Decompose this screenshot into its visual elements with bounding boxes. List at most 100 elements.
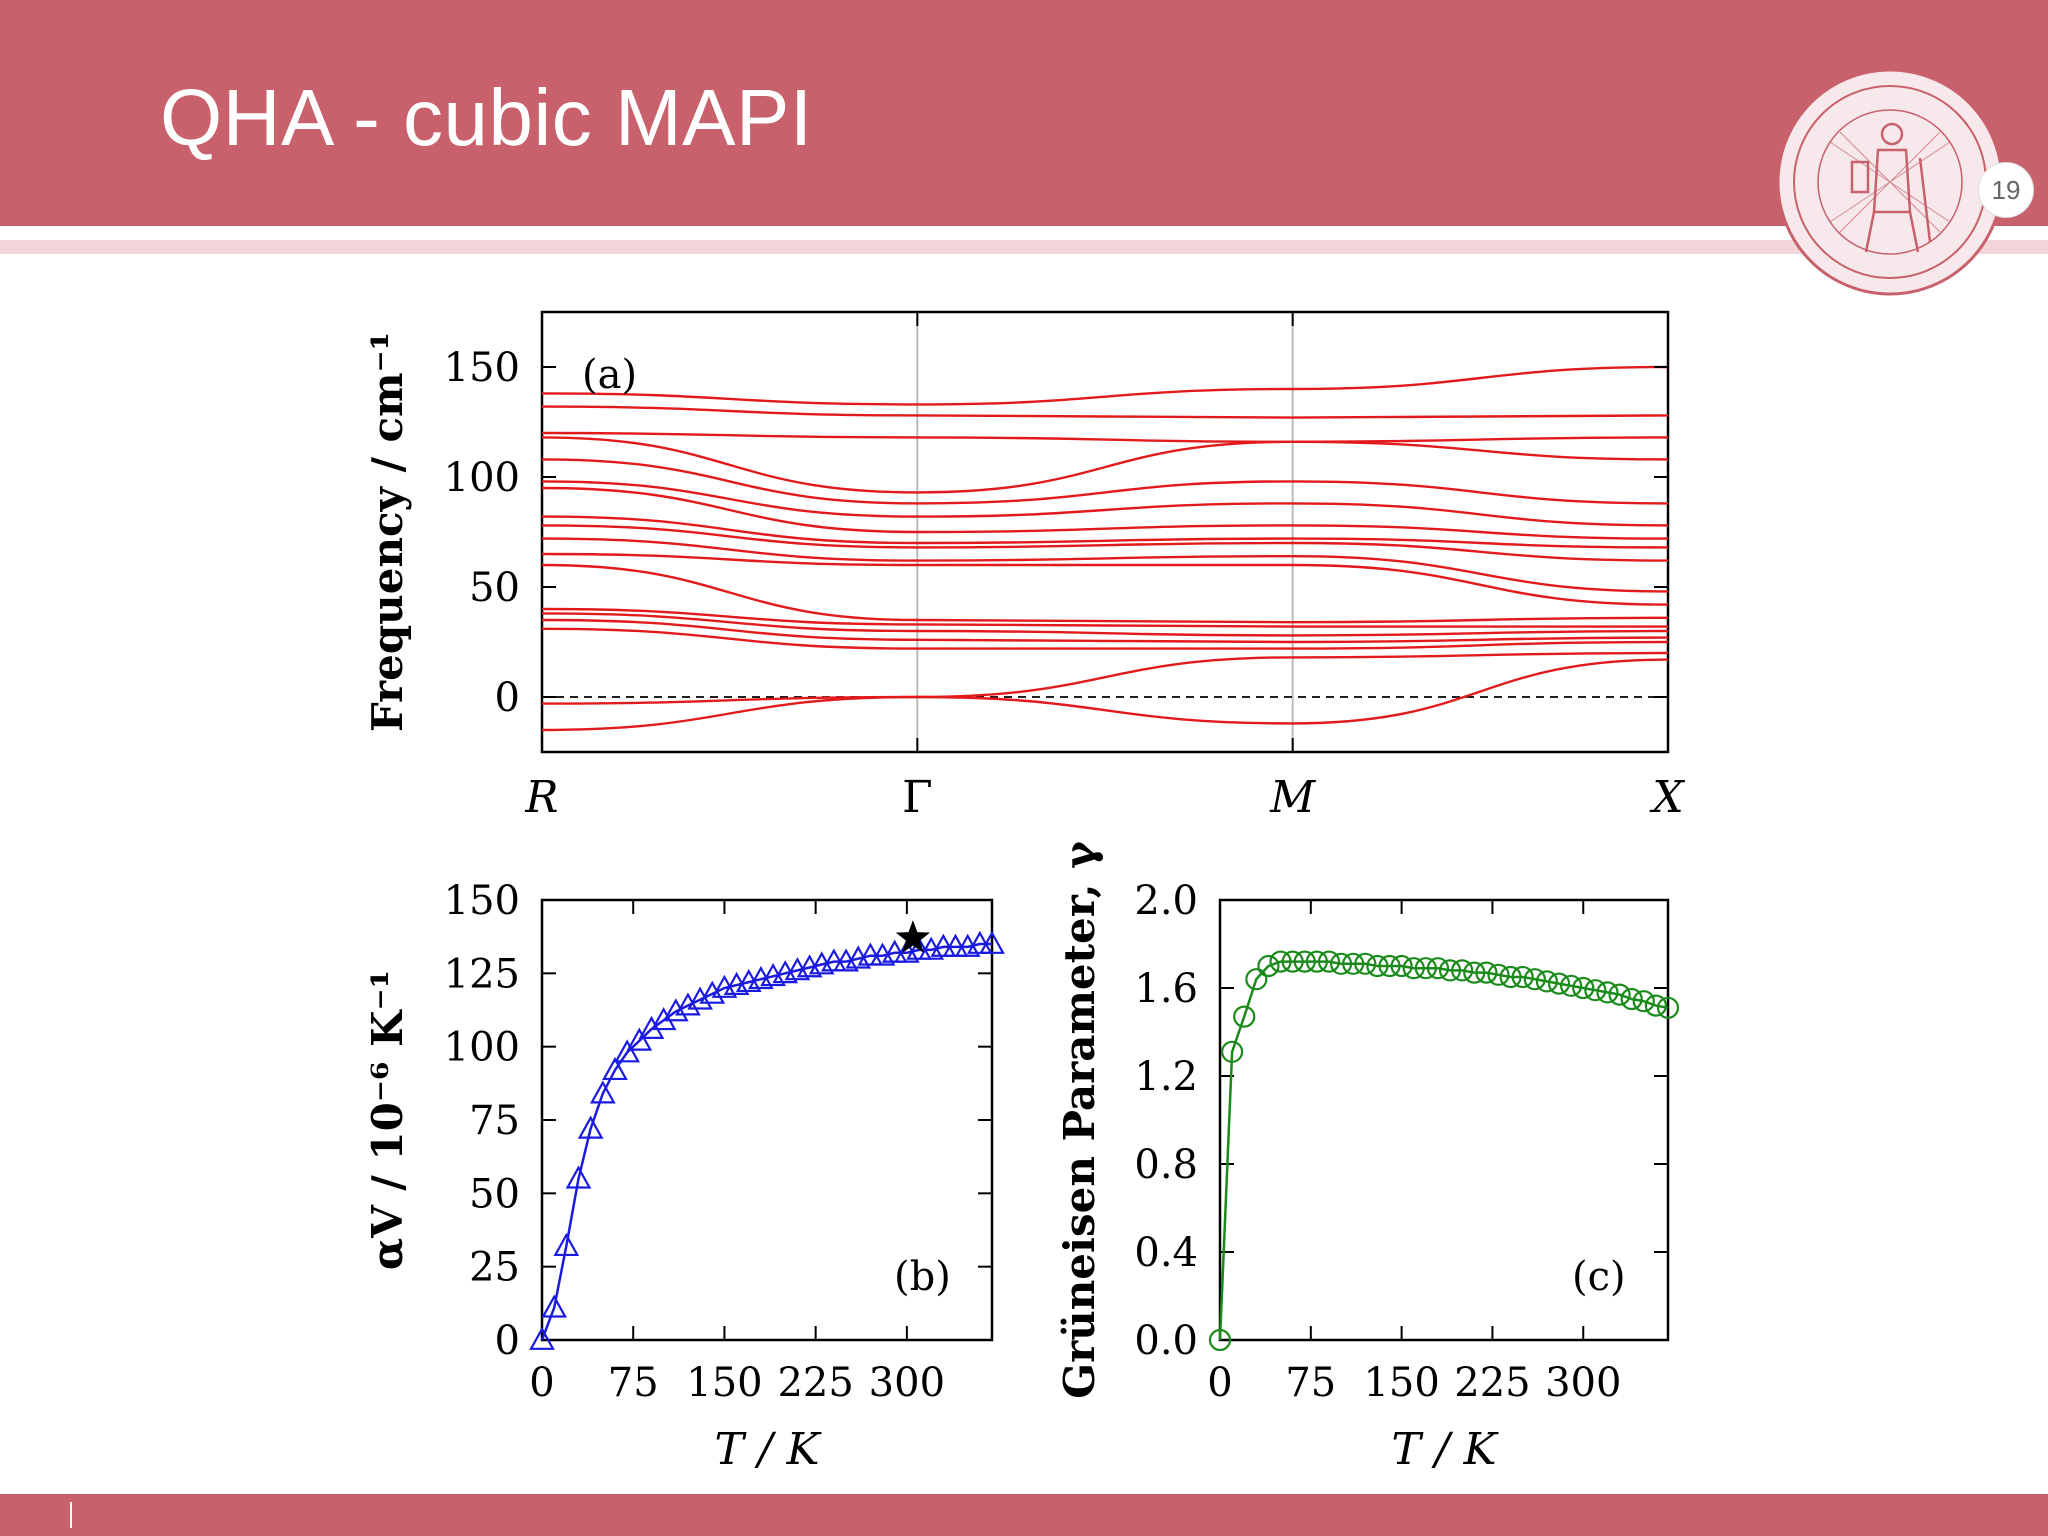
university-seal-icon <box>1776 68 2004 296</box>
xtick-label: 225 <box>777 1360 853 1406</box>
panel-a-ytick-label: 50 <box>469 565 520 611</box>
panel-a-band <box>541 458 1669 505</box>
ytick-label: 1.6 <box>1134 966 1198 1012</box>
xtick-label: 0 <box>1207 1360 1232 1406</box>
panel-c: 0 75 150 225 300 0.0 0.4 0.8 1.2 1.6 2.0 (c) T / K… <box>1055 841 1680 1475</box>
data-point <box>1632 990 1655 1013</box>
ytick-label: 2.0 <box>1134 878 1198 924</box>
xtick-label: 300 <box>1545 1360 1621 1406</box>
data-point <box>1487 963 1510 986</box>
data-point <box>1463 961 1486 984</box>
data-point <box>1390 954 1413 978</box>
slide-footer <box>0 1494 2048 1536</box>
panel-a-band <box>541 612 1669 637</box>
panel-c-label: (c) <box>1572 1254 1626 1300</box>
panel-c-ylabel: Grüneisen Parameter, γ <box>1055 841 1104 1399</box>
slide-header: QHA - cubic MAPI <box>0 0 2048 226</box>
panel-c-xlabel: T / K <box>1391 1424 1498 1475</box>
data-point <box>577 1115 604 1139</box>
panel-a-band <box>541 480 1669 527</box>
data-point <box>553 1232 580 1257</box>
panel-a-band <box>541 552 1669 606</box>
panel-a-band <box>541 431 1669 444</box>
panel-a-band <box>541 537 1669 593</box>
panel-a-band <box>541 515 1669 549</box>
data-point <box>1511 965 1534 989</box>
xtick-label: 0 <box>529 1360 554 1406</box>
data-point <box>1475 961 1498 984</box>
data-point <box>1245 968 1268 991</box>
ytick-label: 0.0 <box>1134 1318 1198 1364</box>
data-point <box>1317 950 1341 973</box>
ytick-label: 50 <box>469 1171 520 1217</box>
slide-title: QHA - cubic MAPI <box>160 73 813 162</box>
xtick-label: 75 <box>608 1360 659 1406</box>
data-point <box>1378 954 1401 978</box>
data-point <box>602 1056 628 1081</box>
panel-a-band <box>541 607 1668 628</box>
data-point <box>1221 1040 1244 1063</box>
ytick-label: 125 <box>444 951 520 997</box>
panel-c-ticks: 0 75 150 225 300 0.0 0.4 0.8 1.2 1.6 2.0 <box>1134 878 1668 1406</box>
footer-mark <box>70 1502 72 1528</box>
panel-a-xlabel: X <box>1649 772 1685 823</box>
data-point <box>675 992 701 1016</box>
panel-a-xlabel: R <box>524 772 558 823</box>
data-point <box>1402 957 1425 980</box>
data-point <box>1584 979 1607 1002</box>
data-point <box>1426 957 1450 980</box>
xtick-label: 75 <box>1285 1360 1336 1406</box>
data-point <box>1644 994 1667 1017</box>
data-point <box>1560 974 1583 997</box>
xtick-label: 225 <box>1454 1360 1530 1406</box>
data-point <box>1414 957 1437 980</box>
ytick-label: 25 <box>469 1245 520 1291</box>
panel-a-band <box>541 651 1669 705</box>
data-point <box>1208 1328 1232 1352</box>
panel-b-reference-star <box>895 920 931 953</box>
panel-c-frame <box>1218 898 1670 1342</box>
panel-b-ticks: 0 75 150 225 300 0 25 50 75 100 125 150 <box>444 878 992 1406</box>
data-point <box>662 998 689 1022</box>
data-point <box>1342 952 1365 975</box>
panel-a-ytick-label: 100 <box>444 455 520 501</box>
panel-a-frame <box>540 310 1670 754</box>
ytick-label: 75 <box>469 1098 520 1144</box>
data-point <box>1547 972 1571 995</box>
panel-a-band <box>541 658 1669 732</box>
panel-a-yticks: 0 50 100 150 <box>444 345 1668 721</box>
data-point <box>699 980 726 1004</box>
panel-c-markers <box>1208 950 1680 1352</box>
data-point <box>1535 970 1559 993</box>
panel-b-ylabel: αV / 10⁻⁶ K⁻¹ <box>363 970 412 1270</box>
data-point <box>541 1294 568 1318</box>
panel-a-ytick-label: 0 <box>495 675 520 721</box>
panel-b-xlabel: T / K <box>714 1424 821 1475</box>
panel-a-xlabel: M <box>1269 772 1316 823</box>
data-point <box>1438 959 1462 982</box>
data-point <box>1269 950 1292 973</box>
ytick-label: 150 <box>444 878 520 924</box>
panel-a-band <box>541 365 1669 406</box>
data-point <box>1499 965 1522 989</box>
panel-a-band <box>541 627 1669 650</box>
panel-a-band <box>541 405 1669 419</box>
panel-a-xlabel: Γ <box>902 772 933 823</box>
panel-b: 0 75 150 225 300 0 25 50 75 100 125 150 (b) T / K α… <box>363 878 1005 1475</box>
header-stripe-light <box>0 240 2048 254</box>
ytick-label: 0 <box>495 1318 520 1364</box>
data-point <box>589 1080 616 1104</box>
header-stripe <box>0 226 2048 240</box>
panel-a-band <box>541 436 1669 494</box>
data-point <box>1572 976 1595 1000</box>
xtick-label: 300 <box>869 1360 945 1406</box>
data-point <box>614 1039 641 1063</box>
panel-a-band <box>541 563 1669 624</box>
data-point <box>1451 959 1474 982</box>
data-point <box>1305 950 1328 973</box>
data-point <box>1523 968 1546 991</box>
ytick-label: 0.8 <box>1134 1142 1198 1188</box>
panel-b-markers <box>529 930 1005 1350</box>
panel-a-ytick-label: 150 <box>444 345 520 391</box>
